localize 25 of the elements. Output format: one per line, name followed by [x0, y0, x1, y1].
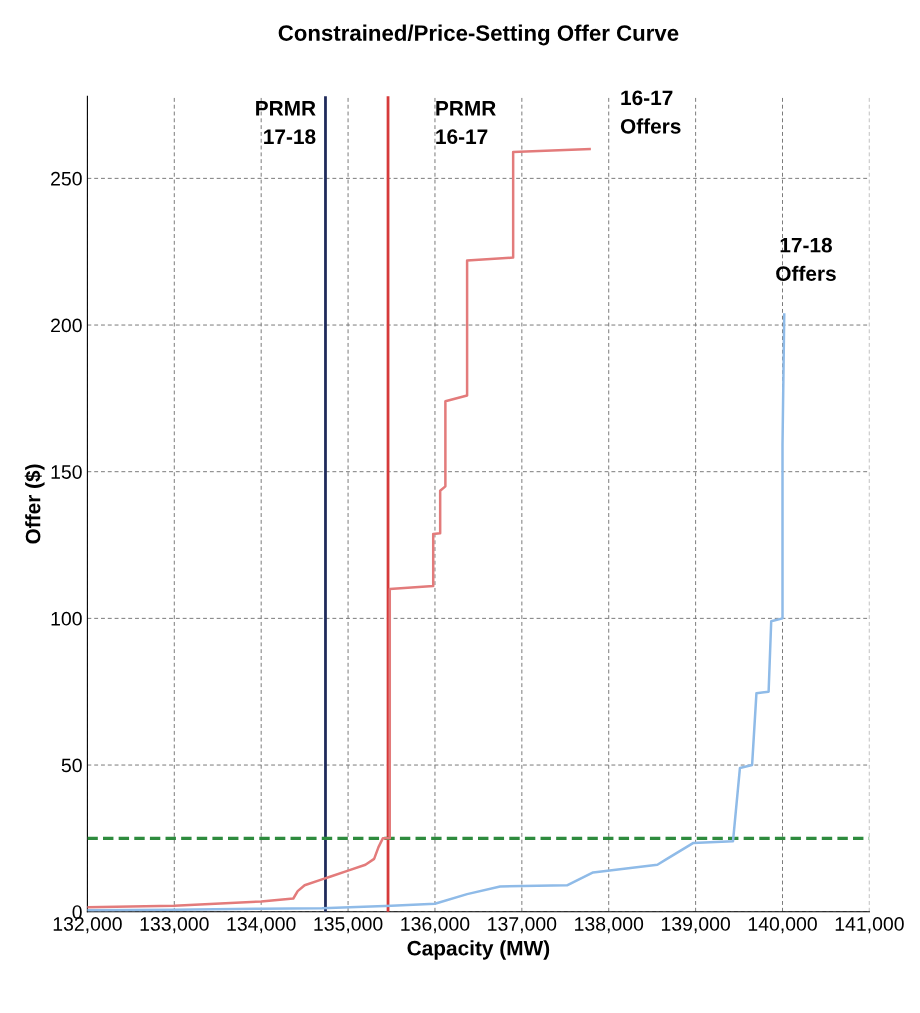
series-label: 17-18 Offers	[776, 237, 836, 282]
x-tick-label: 141,000	[835, 917, 904, 934]
x-tick-label: 137,000	[488, 917, 557, 934]
y-axis-title: Offer ($)	[24, 464, 45, 544]
y-tick-label: 0	[72, 905, 82, 919]
x-tick-label: 136,000	[401, 917, 470, 934]
x-tick-label: 140,000	[748, 917, 817, 934]
x-tick-label: 132,000	[53, 917, 122, 934]
x-axis-title: Capacity (MW)	[407, 940, 550, 960]
ref-line-label: PRMR 17-18	[256, 101, 316, 145]
x-tick-label: 135,000	[314, 917, 383, 934]
x-tick-label: 138,000	[575, 917, 644, 934]
y-tick-label: 100	[51, 611, 82, 626]
series-label: 16-17 Offers	[620, 90, 681, 134]
line-series	[87, 147, 591, 909]
y-tick-label: 50	[61, 758, 82, 773]
x-tick-label: 139,000	[661, 917, 731, 934]
x-tick-label: 133,000	[140, 917, 209, 934]
chart-title: Constrained/Price-Setting Offer Curve	[278, 24, 679, 46]
y-tick-label: 250	[51, 171, 82, 186]
x-tick-label: 134,000	[227, 917, 296, 934]
y-tick-label: 200	[51, 318, 82, 333]
y-tick-label: 150	[51, 465, 82, 479]
line-series	[87, 313, 786, 912]
ref-line-label: PRMR 16-17	[436, 101, 496, 145]
